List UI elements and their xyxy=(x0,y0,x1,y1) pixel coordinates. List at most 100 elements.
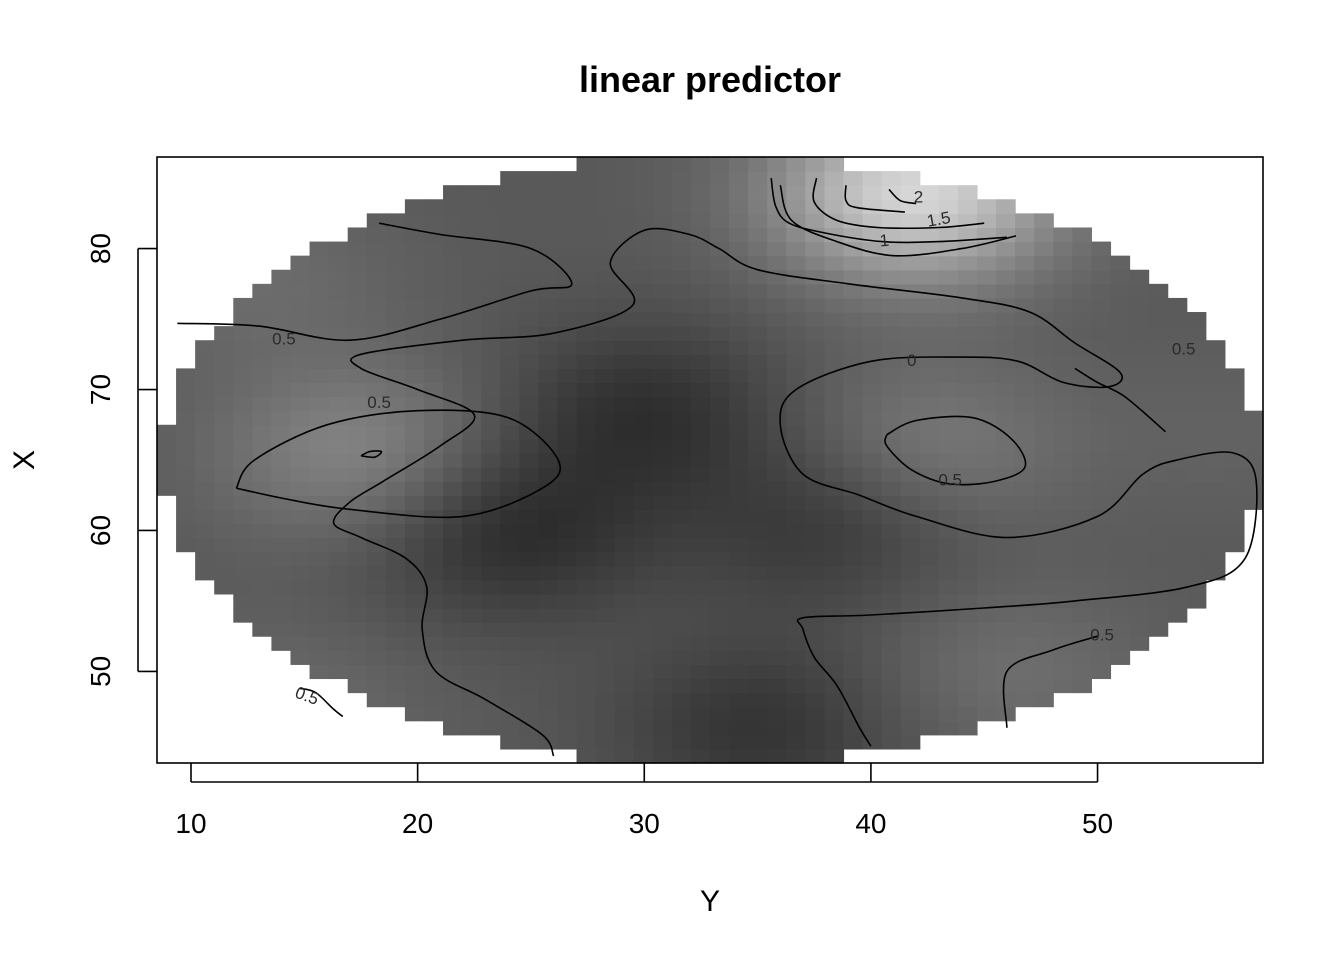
heatmap-cell xyxy=(957,368,978,384)
heatmap-cell xyxy=(748,354,768,369)
heatmap-cell xyxy=(462,481,482,496)
heatmap-cell xyxy=(786,354,806,369)
heatmap-cell xyxy=(652,382,673,398)
contour-line-0-5 xyxy=(1074,367,1167,433)
heatmap-cell xyxy=(576,537,597,553)
heatmap-cell xyxy=(1129,396,1150,412)
heatmap-cell xyxy=(690,692,711,708)
heatmap-cell xyxy=(1205,551,1226,567)
heatmap-cell xyxy=(538,622,559,637)
heatmap-cell xyxy=(1072,326,1092,341)
heatmap-cell xyxy=(729,537,749,553)
heatmap-cell xyxy=(710,481,730,496)
heatmap-cell xyxy=(919,565,940,581)
heatmap-cell xyxy=(900,241,921,257)
heatmap-cell xyxy=(1110,523,1131,539)
heatmap-cell xyxy=(347,636,368,651)
contour-lines xyxy=(177,177,1258,757)
heatmap-cell xyxy=(1091,607,1112,623)
heatmap-cell xyxy=(824,255,845,271)
heatmap-cell xyxy=(881,650,902,665)
heatmap-cell xyxy=(595,157,616,172)
heatmap-cell xyxy=(633,692,654,708)
heatmap-cell xyxy=(748,537,768,553)
heatmap-cell xyxy=(614,720,635,736)
heatmap-cell xyxy=(519,382,539,398)
heatmap-cell xyxy=(1129,579,1150,595)
heatmap-cell xyxy=(176,537,196,553)
heatmap-cell xyxy=(729,312,749,327)
heatmap-cell xyxy=(767,326,787,341)
heatmap-cell xyxy=(900,410,921,426)
heatmap-cell xyxy=(252,354,273,369)
heatmap-cell xyxy=(233,481,253,496)
heatmap-cell xyxy=(1015,269,1035,285)
heatmap-cell xyxy=(824,720,845,736)
heatmap-cell xyxy=(1091,312,1112,327)
heatmap-cell xyxy=(1110,636,1131,651)
heatmap-cell xyxy=(500,283,520,299)
heatmap-cell xyxy=(404,551,425,567)
heatmap-cell xyxy=(328,255,349,271)
contour-line-0 xyxy=(779,184,1017,257)
heatmap-cell xyxy=(824,523,845,539)
heatmap-cell xyxy=(328,241,349,257)
heatmap-cell xyxy=(633,664,654,680)
heatmap-cell xyxy=(309,607,330,623)
heatmap-cell xyxy=(652,157,673,172)
heatmap-cell xyxy=(671,593,692,609)
heatmap-cell xyxy=(366,438,387,454)
heatmap-cell xyxy=(786,227,806,243)
heatmap-cell xyxy=(938,537,959,553)
heatmap-cell xyxy=(252,593,273,609)
heatmap-cell xyxy=(404,523,425,539)
heatmap-cell xyxy=(1015,607,1035,623)
heatmap-cell xyxy=(347,227,368,243)
heatmap-cell xyxy=(404,706,425,722)
heatmap-cell xyxy=(576,396,597,412)
heatmap-cell xyxy=(538,551,559,567)
heatmap-cell xyxy=(595,481,616,496)
heatmap-cell xyxy=(233,340,253,355)
heatmap-cell xyxy=(729,227,749,243)
heatmap-cell xyxy=(519,565,539,581)
heatmap-cell xyxy=(862,326,883,341)
heatmap-cell xyxy=(423,241,444,257)
heatmap-cell xyxy=(176,368,196,384)
heatmap-cell xyxy=(614,354,635,369)
heatmap-cell xyxy=(519,171,539,186)
heatmap-cell xyxy=(805,424,826,440)
heatmap-cell xyxy=(729,579,749,595)
heatmap-cell xyxy=(976,678,997,694)
heatmap-cell xyxy=(557,199,578,214)
heatmap-cell xyxy=(576,495,597,510)
heatmap-cell xyxy=(366,622,387,637)
heatmap-cell xyxy=(976,199,997,214)
heatmap-cell xyxy=(919,692,940,708)
heatmap-cell xyxy=(710,199,730,214)
contour-label: 1.5 xyxy=(925,208,952,231)
heatmap-cell xyxy=(957,199,978,214)
heatmap-cell xyxy=(996,368,1016,384)
heatmap-cell xyxy=(500,607,520,623)
heatmap-cell xyxy=(919,227,940,243)
heatmap-cell xyxy=(900,495,921,510)
heatmap-cell xyxy=(767,438,787,454)
heatmap-cell xyxy=(385,283,406,299)
heatmap-cell xyxy=(652,312,673,327)
heatmap-cell xyxy=(614,607,635,623)
heatmap-cell xyxy=(538,199,559,214)
heatmap-cell xyxy=(1186,396,1207,412)
heatmap-cell xyxy=(1072,678,1092,694)
heatmap-cell xyxy=(1205,410,1226,426)
heatmap-cell xyxy=(1091,326,1112,341)
heatmap-cell xyxy=(767,227,787,243)
heatmap-cell xyxy=(1129,438,1150,454)
heatmap-cell xyxy=(862,241,883,257)
heatmap-cell xyxy=(862,312,883,327)
heatmap-cell xyxy=(1072,481,1092,496)
heatmap-cell xyxy=(748,382,768,398)
heatmap-cell xyxy=(729,199,749,214)
heatmap-cell xyxy=(538,607,559,623)
heatmap-cell xyxy=(652,593,673,609)
